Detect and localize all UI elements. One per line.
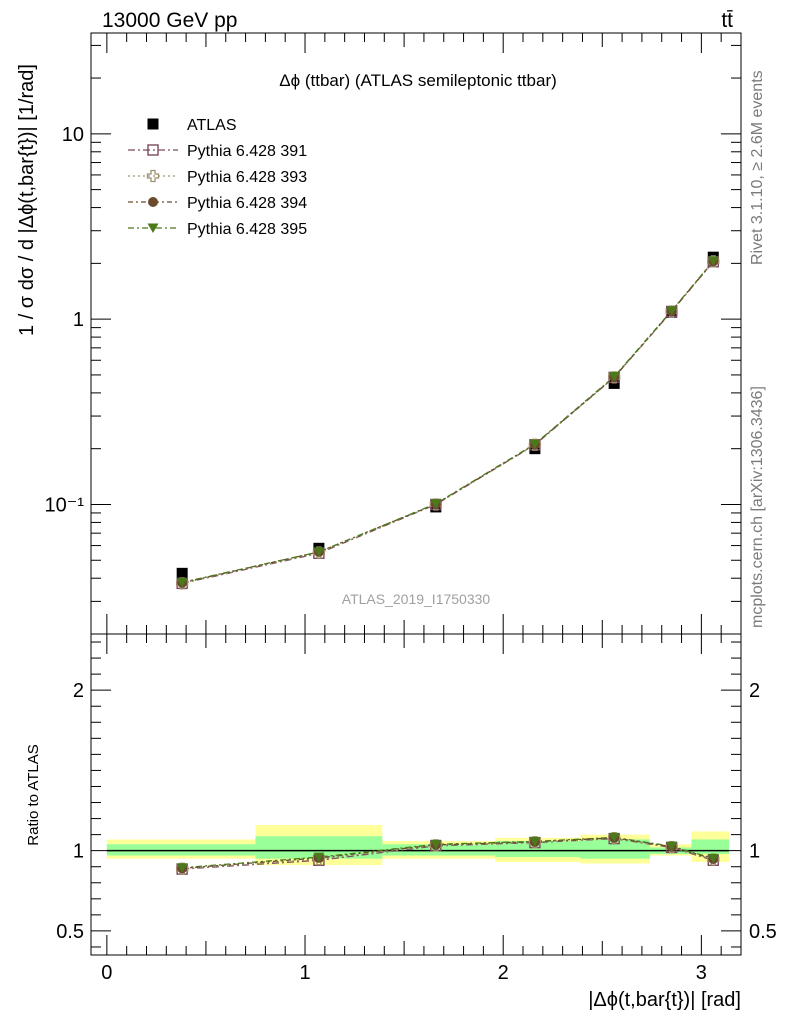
legend-marker (148, 197, 158, 207)
main-series-point (608, 372, 620, 382)
main-series-line (182, 261, 714, 585)
legend-label: Pythia 6.428 394 (187, 195, 307, 212)
legend-label: Pythia 6.428 393 (187, 169, 307, 186)
ratio-y-axis-label: Ratio to ATLAS (25, 744, 42, 845)
legend: ATLAS Pythia 6.428 391 Pythia 6.428 393 Pyt… (128, 117, 307, 238)
ratio-band-inner (106, 844, 256, 856)
atlas-data-point (176, 567, 188, 579)
ratio-band-inner (691, 839, 730, 854)
ratio-series-point (666, 841, 678, 852)
main-y-tick-label: 1 (73, 309, 84, 331)
main-y-tick-label: 10 (62, 124, 84, 146)
main-series-line (182, 260, 714, 584)
main-series-point (313, 547, 325, 557)
legend-marker (147, 144, 159, 156)
ratio-y-tick-label-left: 0.5 (56, 921, 84, 943)
ratio-y-tick-label-left: 2 (73, 680, 84, 702)
legend-label: ATLAS (187, 117, 237, 134)
ratio-frame (90, 633, 742, 956)
ratio-series-point (707, 853, 719, 864)
x-tick-label: 2 (498, 962, 509, 984)
ratio-y-tick-label-right: 1 (749, 841, 760, 863)
main-series-point (430, 499, 442, 509)
main-series-line (182, 260, 714, 585)
rivet-label: Rivet 3.1.10, ≥ 2.6M events (749, 70, 766, 265)
main-series-point (707, 256, 719, 266)
header-left: 13000 GeV pp (102, 9, 237, 32)
ratio-band-inner (382, 844, 496, 856)
ratio-series-point (608, 832, 620, 843)
legend-label: Pythia 6.428 391 (187, 143, 307, 160)
legend-label: Pythia 6.428 395 (187, 221, 307, 238)
legend-marker (147, 223, 159, 233)
ratio-y-tick-label-right: 2 (749, 680, 760, 702)
chart-title: Δϕ (ttbar) (ATLAS semileptonic ttbar) (279, 71, 557, 90)
x-axis-label: |Δϕ(t,bar{t})| [rad] (588, 989, 741, 1011)
main-series-line (182, 260, 714, 583)
main-y-tick-label: 10⁻¹ (45, 494, 85, 516)
ratio-y-tick-label-left: 1 (73, 841, 84, 863)
mcplots-label: mcplots.cern.ch [arXiv:1306.3436] (749, 386, 766, 628)
watermark: ATLAS_2019_I1750330 (342, 591, 491, 607)
main-series-point (529, 439, 541, 449)
x-tick-label: 3 (696, 962, 707, 984)
ratio-series-point (430, 839, 442, 850)
ratio-series-point (313, 852, 325, 863)
main-y-axis-label: 1 / σ dσ / d |Δϕ(t,bar{t})| [1/rad] (16, 64, 38, 336)
x-tick-label: 1 (299, 962, 310, 984)
header-right: tt̄ (721, 9, 733, 32)
ratio-band-inner (580, 839, 650, 859)
legend-marker (147, 118, 159, 130)
main-series-point (176, 577, 188, 588)
legend-marker (146, 169, 160, 183)
ratio-series-point (176, 863, 188, 873)
ratio-band-inner (495, 841, 581, 858)
main-series-point (666, 306, 678, 316)
x-tick-label: 0 (101, 962, 112, 984)
ratio-series-point (529, 836, 541, 847)
ratio-y-tick-label-right: 0.5 (749, 921, 777, 943)
